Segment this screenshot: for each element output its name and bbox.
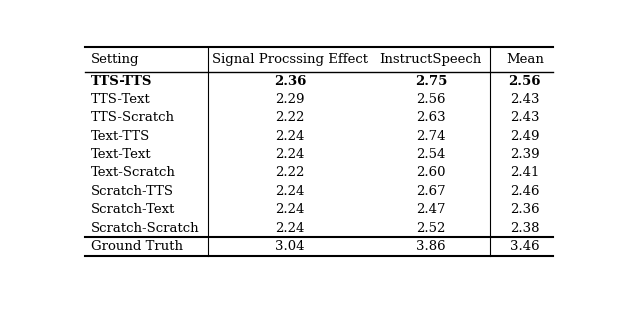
Text: 2.38: 2.38 <box>510 222 540 235</box>
Text: 2.63: 2.63 <box>416 111 446 124</box>
Text: 2.54: 2.54 <box>416 148 445 161</box>
Text: Scratch-Scratch: Scratch-Scratch <box>91 222 200 235</box>
Text: 2.49: 2.49 <box>510 130 540 143</box>
Text: Text-Scratch: Text-Scratch <box>91 166 175 179</box>
Text: 2.43: 2.43 <box>510 111 540 124</box>
Text: InstructSpeech: InstructSpeech <box>379 53 482 66</box>
Text: 2.74: 2.74 <box>416 130 445 143</box>
Text: 3.46: 3.46 <box>510 240 540 253</box>
Text: 2.67: 2.67 <box>416 185 446 198</box>
Text: Scratch-TTS: Scratch-TTS <box>91 185 174 198</box>
Text: Text-TTS: Text-TTS <box>91 130 150 143</box>
Text: 2.24: 2.24 <box>275 185 305 198</box>
Text: 2.24: 2.24 <box>275 148 305 161</box>
Text: Signal Procssing Effect: Signal Procssing Effect <box>212 53 368 66</box>
Text: 2.24: 2.24 <box>275 222 305 235</box>
Text: TTS-Scratch: TTS-Scratch <box>91 111 175 124</box>
Text: 2.75: 2.75 <box>415 74 447 87</box>
Text: 2.47: 2.47 <box>416 203 445 216</box>
Text: 2.46: 2.46 <box>510 185 540 198</box>
Text: 2.56: 2.56 <box>509 74 541 87</box>
Text: 2.24: 2.24 <box>275 130 305 143</box>
Text: TTS-TTS: TTS-TTS <box>91 74 152 87</box>
Text: 2.41: 2.41 <box>510 166 539 179</box>
Text: 2.60: 2.60 <box>416 166 445 179</box>
Text: 2.22: 2.22 <box>275 111 305 124</box>
Text: Ground Truth: Ground Truth <box>91 240 183 253</box>
Text: 2.22: 2.22 <box>275 166 305 179</box>
Text: 2.24: 2.24 <box>275 203 305 216</box>
Text: 3.86: 3.86 <box>416 240 446 253</box>
Text: 2.29: 2.29 <box>275 93 305 106</box>
Text: Scratch-Text: Scratch-Text <box>91 203 175 216</box>
Text: Text-Text: Text-Text <box>91 148 151 161</box>
Text: 2.43: 2.43 <box>510 93 540 106</box>
Text: Mean: Mean <box>506 53 544 66</box>
Text: TTS-Text: TTS-Text <box>91 93 151 106</box>
Text: 2.36: 2.36 <box>510 203 540 216</box>
Text: 2.39: 2.39 <box>510 148 540 161</box>
Text: 3.04: 3.04 <box>275 240 305 253</box>
Text: 2.36: 2.36 <box>274 74 306 87</box>
Text: 2.52: 2.52 <box>416 222 445 235</box>
Text: 2.56: 2.56 <box>416 93 445 106</box>
Text: Setting: Setting <box>91 53 139 66</box>
